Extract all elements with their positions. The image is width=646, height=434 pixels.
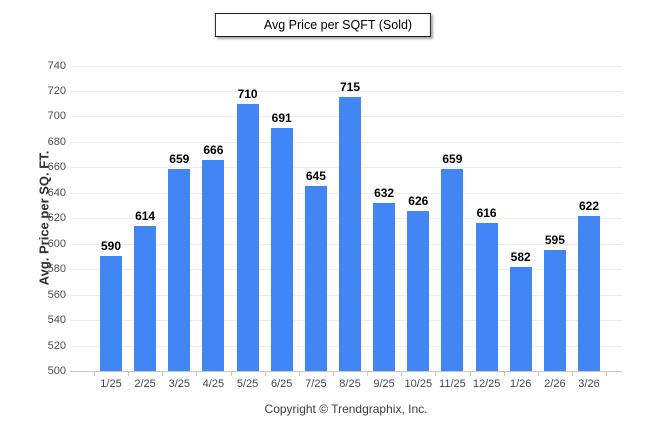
x-tick-label: 10/25 bbox=[404, 378, 433, 390]
bar-value-label: 622 bbox=[578, 198, 600, 213]
x-tick-label: 11/25 bbox=[439, 378, 466, 390]
bar bbox=[270, 127, 293, 371]
bar-value-label: 666 bbox=[203, 142, 224, 157]
legend-swatch bbox=[233, 20, 255, 30]
x-axis-tick bbox=[469, 372, 471, 376]
y-tick-label: 560 bbox=[47, 288, 66, 301]
y-tick-label: 680 bbox=[47, 135, 66, 148]
bar-value-label: 632 bbox=[374, 186, 395, 200]
x-tick-label: 2/25 bbox=[134, 378, 156, 390]
bar bbox=[509, 266, 532, 371]
x-tick-label: 12/25 bbox=[472, 378, 501, 390]
bar-value-label: 590 bbox=[100, 239, 122, 254]
x-axis-tick bbox=[230, 372, 232, 376]
x-tick-label: 1/25 bbox=[100, 378, 122, 390]
y-tick-label: 740 bbox=[47, 59, 66, 72]
copyright-text: Copyright © Trendgraphix, Inc. bbox=[264, 402, 428, 416]
x-axis-tick bbox=[128, 372, 130, 376]
x-tick-label: 7/25 bbox=[305, 378, 327, 390]
y-tick-label: 580 bbox=[47, 263, 66, 276]
y-tick-label: 600 bbox=[47, 237, 66, 250]
bar-value-label: 645 bbox=[305, 169, 326, 184]
bar bbox=[304, 186, 327, 371]
bar-value-label: 582 bbox=[510, 249, 531, 264]
x-tick-label: 3/26 bbox=[578, 378, 600, 390]
gridline bbox=[70, 65, 622, 67]
legend: Avg Price per SQFT (Sold) bbox=[214, 13, 432, 37]
x-axis-tick bbox=[298, 372, 300, 376]
bar-value-label: 710 bbox=[237, 86, 258, 101]
x-axis-tick bbox=[606, 372, 608, 376]
x-axis-line bbox=[70, 371, 622, 372]
x-axis-tick bbox=[435, 372, 437, 376]
y-tick-label: 720 bbox=[47, 85, 66, 97]
x-tick-label: 1/26 bbox=[509, 378, 532, 390]
bar bbox=[578, 215, 600, 371]
bar bbox=[543, 250, 566, 371]
gridline bbox=[70, 91, 622, 92]
y-tick-label: 660 bbox=[47, 161, 66, 174]
y-tick-label: 620 bbox=[47, 212, 66, 225]
y-tick-label: 640 bbox=[47, 186, 66, 199]
x-axis-tick bbox=[93, 372, 95, 376]
x-tick-label: 9/25 bbox=[373, 378, 395, 390]
x-axis-tick bbox=[401, 372, 403, 376]
bar-value-label: 616 bbox=[476, 206, 497, 221]
bar-value-label: 659 bbox=[442, 151, 463, 166]
bar-value-label: 614 bbox=[135, 208, 156, 223]
y-tick-label: 500 bbox=[47, 365, 66, 377]
y-tick-label: 520 bbox=[47, 339, 66, 352]
bar bbox=[134, 225, 157, 371]
x-axis-tick bbox=[196, 372, 198, 376]
x-tick-label: 3/25 bbox=[168, 378, 190, 390]
bar bbox=[373, 203, 396, 371]
x-axis-tick bbox=[162, 372, 164, 376]
legend-label: Avg Price per SQFT (Sold) bbox=[263, 18, 413, 32]
bar-value-label: 659 bbox=[169, 151, 190, 166]
bar-value-label: 626 bbox=[408, 193, 429, 208]
bar bbox=[441, 168, 464, 371]
x-axis-tick bbox=[571, 372, 573, 376]
bar bbox=[475, 223, 498, 371]
x-axis-tick bbox=[537, 372, 539, 376]
x-tick-label: 2/26 bbox=[544, 378, 566, 390]
x-tick-label: 5/25 bbox=[236, 378, 259, 390]
bar-value-label: 595 bbox=[544, 233, 565, 248]
bar bbox=[339, 97, 361, 371]
bar bbox=[100, 256, 122, 371]
bar bbox=[202, 159, 225, 371]
x-axis-tick bbox=[332, 372, 334, 376]
y-tick-label: 700 bbox=[47, 110, 66, 123]
bar-value-label: 715 bbox=[339, 80, 361, 95]
x-tick-label: 4/25 bbox=[202, 378, 225, 390]
x-tick-label: 8/25 bbox=[339, 378, 361, 390]
x-axis-tick bbox=[264, 372, 266, 376]
x-tick-label: 6/25 bbox=[270, 378, 293, 390]
bar-value-label: 691 bbox=[271, 110, 292, 125]
bar bbox=[407, 210, 430, 371]
y-tick-label: 540 bbox=[47, 314, 66, 327]
bar bbox=[236, 103, 259, 371]
bar bbox=[168, 168, 191, 371]
x-axis-tick bbox=[367, 372, 369, 376]
x-axis-tick bbox=[503, 372, 505, 376]
